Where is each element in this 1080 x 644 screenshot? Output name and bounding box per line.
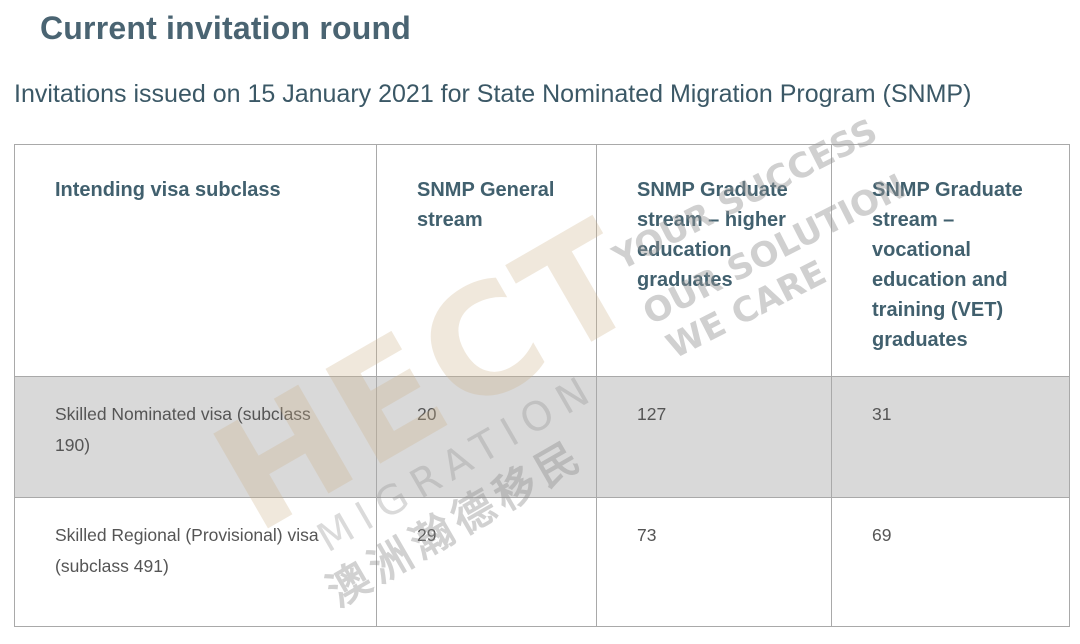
column-header-visa-subclass: Intending visa subclass — [14, 144, 377, 377]
table-header-row: Intending visa subclass SNMP General str… — [14, 144, 1070, 377]
visa-name-cell: Skilled Regional (Provisional) visa (sub… — [14, 497, 377, 627]
visa-name-cell: Skilled Nominated visa (subclass 190) — [14, 376, 377, 498]
table-row: Skilled Regional (Provisional) visa (sub… — [14, 497, 1070, 627]
invitation-table: Intending visa subclass SNMP General str… — [14, 144, 1070, 627]
column-header-general-stream: SNMP General stream — [376, 144, 597, 377]
higher-ed-count-cell: 73 — [596, 497, 832, 627]
vet-count-cell: 31 — [831, 376, 1070, 498]
table-row: Skilled Nominated visa (subclass 190) 20… — [14, 376, 1070, 498]
column-header-higher-education: SNMP Graduate stream – higher education … — [596, 144, 832, 377]
page-title: Current invitation round — [40, 10, 412, 46]
general-count-cell: 20 — [376, 376, 597, 498]
column-header-vet: SNMP Graduate stream – vocational educat… — [831, 144, 1070, 377]
vet-count-cell: 69 — [831, 497, 1070, 627]
page-subtitle: Invitations issued on 15 January 2021 fo… — [14, 80, 972, 108]
general-count-cell: 29 — [376, 497, 597, 627]
higher-ed-count-cell: 127 — [596, 376, 832, 498]
